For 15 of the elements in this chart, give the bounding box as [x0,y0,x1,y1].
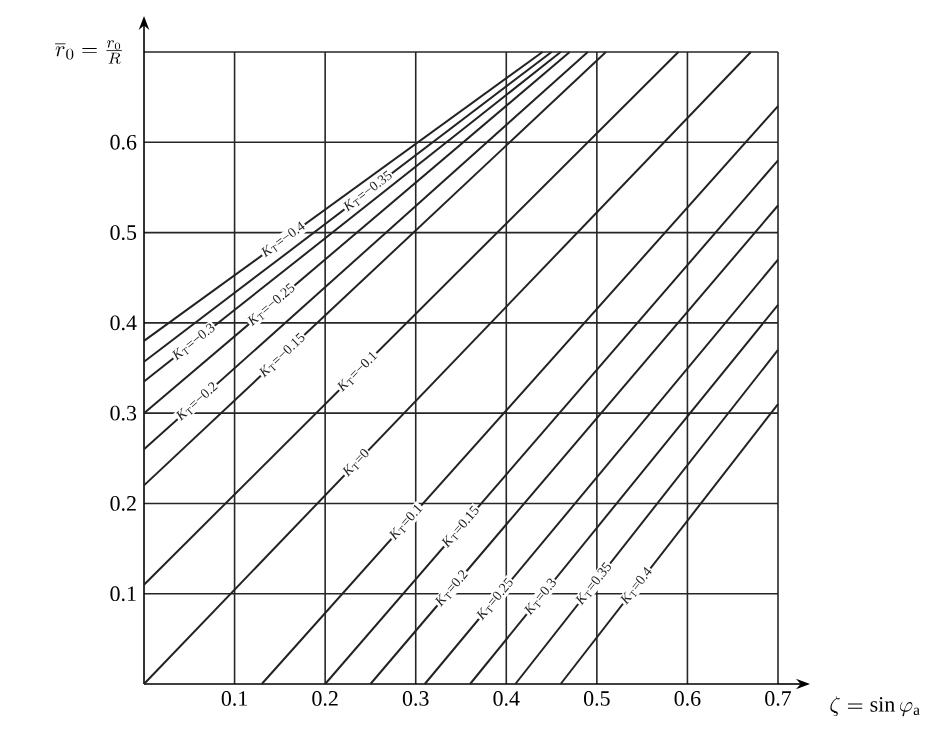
y-tick-label: 0.6 [110,134,137,150]
x-tick-label: 0.5 [584,691,610,706]
y-tick-label: 0.3 [110,405,137,421]
y-tick-label: 0.5 [110,225,137,241]
x-tick-label: 0.2 [312,691,338,706]
x-axis-title: $\zeta=\sin\varphi_{\mathrm{a}}$ [830,696,920,717]
y-tick-label: 0.4 [110,315,137,331]
x-tick-label: 0.6 [674,691,701,706]
y-tick-label: 0.2 [110,496,136,511]
x-tick-label: 0.4 [493,691,520,706]
x-tick-label: 0.1 [221,691,247,706]
y-axis-title: $\overline{r}_0=\frac{r_0}{R}$ [55,40,122,64]
y-tick-label: 0.1 [110,586,136,602]
x-tick-label: 0.7 [765,691,792,706]
x-tick-label: 0.3 [402,691,429,706]
